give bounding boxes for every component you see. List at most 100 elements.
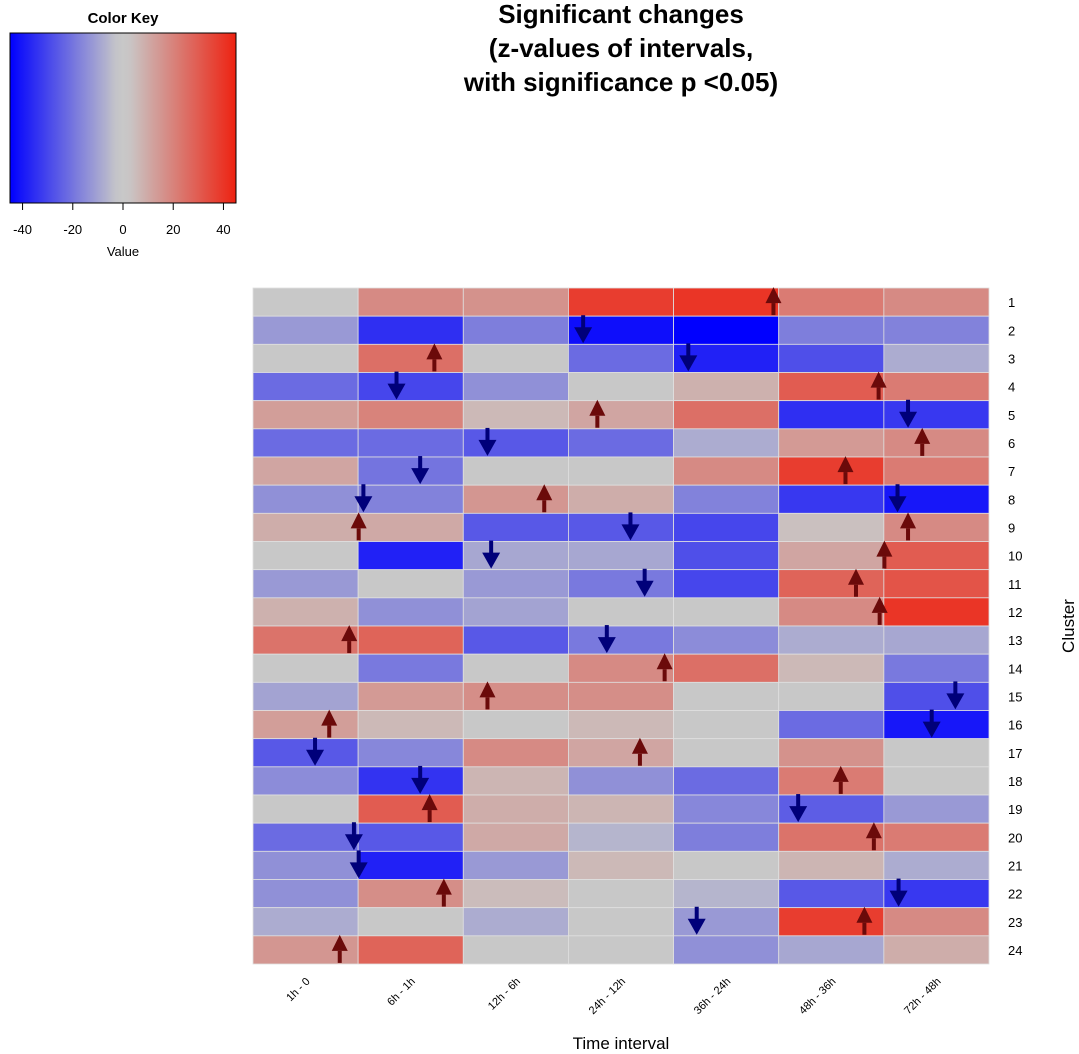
up-arrow-marker — [865, 822, 882, 851]
heatmap-cell — [673, 935, 780, 965]
heatmap-cell — [462, 597, 569, 627]
heatmap-cell — [252, 822, 359, 852]
up-arrow-marker — [832, 765, 849, 794]
heatmap-cell — [357, 400, 464, 430]
heatmap-cell — [252, 710, 359, 740]
heatmap-cell — [357, 850, 464, 880]
heatmap-cell — [357, 907, 464, 937]
heatmap-cell — [778, 484, 885, 514]
heatmap-cell — [883, 907, 990, 937]
heatmap-cell — [357, 794, 464, 824]
heatmap-cell — [673, 569, 780, 599]
heatmap-cell — [357, 484, 464, 514]
heatmap-cell — [357, 766, 464, 796]
color-key-gradient — [9, 32, 237, 204]
column-label: 24h - 12h — [587, 976, 628, 1017]
column-label: 12h - 6h — [486, 976, 523, 1013]
heatmap-cell — [357, 569, 464, 599]
heatmap-cell — [883, 456, 990, 486]
row-label: 1 — [1008, 295, 1015, 310]
heatmap-cell — [568, 372, 674, 402]
heatmap-cell — [252, 569, 359, 599]
heatmap-cell — [462, 935, 569, 965]
heatmap-cell — [673, 541, 780, 571]
down-arrow-marker — [349, 850, 368, 879]
heatmap-cell — [883, 372, 990, 402]
row-label: 22 — [1008, 887, 1022, 902]
down-arrow-marker — [679, 343, 698, 372]
up-arrow-marker — [765, 287, 782, 316]
heatmap-cells — [252, 287, 990, 965]
heatmap-cell — [883, 738, 990, 768]
heatmap-cell — [568, 541, 674, 571]
heatmap-cell — [883, 625, 990, 655]
heatmap-cell — [252, 400, 359, 430]
heatmap-cell — [673, 850, 780, 880]
down-arrow-marker — [574, 315, 593, 344]
heatmap-cell — [252, 512, 359, 542]
heatmap-cell — [357, 653, 464, 683]
column-labels: 1h - 0 6h - 1h 12h - 6h 24h - 12h 36h - 24h 4… — [284, 976, 943, 1017]
heatmap-cell — [252, 315, 359, 345]
column-label: 48h - 36h — [797, 976, 838, 1017]
up-arrow-marker — [341, 625, 358, 654]
heatmap-cell — [252, 766, 359, 796]
heatmap-cell — [778, 681, 885, 711]
heatmap-cell — [883, 287, 990, 317]
heatmap-cell — [673, 822, 780, 852]
down-arrow-marker — [306, 737, 325, 766]
down-arrow-marker — [635, 568, 654, 597]
up-arrow-marker — [847, 568, 864, 597]
heatmap-cell — [778, 738, 885, 768]
up-arrow-marker — [435, 878, 452, 907]
heatmap-cell — [252, 541, 359, 571]
heatmap-cell — [673, 597, 780, 627]
heatmap-cell — [883, 541, 990, 571]
color-key-axis: -40 -20 0 20 40 — [13, 202, 231, 237]
up-arrow-marker — [914, 427, 931, 456]
heatmap-cell — [357, 372, 464, 402]
up-arrow-marker — [876, 540, 893, 569]
heatmap-cell — [568, 400, 674, 430]
heatmap-cell — [778, 428, 885, 458]
heatmap-cell — [673, 681, 780, 711]
row-label: 14 — [1008, 661, 1022, 676]
heatmap-cell — [357, 541, 464, 571]
up-arrow-marker — [421, 794, 438, 823]
heatmap-cell — [883, 935, 990, 965]
column-label: 1h - 0 — [284, 976, 312, 1004]
up-arrow-marker — [321, 709, 338, 738]
title-line-2: (z-values of intervals, — [489, 33, 753, 63]
color-key-tick-label: 0 — [119, 222, 126, 237]
heatmap-cell — [883, 315, 990, 345]
down-arrow-marker — [889, 878, 908, 907]
heatmap-cell — [462, 879, 569, 909]
heatmap-cell — [462, 850, 569, 880]
heatmap-cell — [883, 822, 990, 852]
down-arrow-marker — [899, 399, 918, 428]
heatmap-cell — [357, 512, 464, 542]
row-label: 21 — [1008, 858, 1022, 873]
down-arrow-marker — [621, 512, 640, 541]
heatmap-cell — [462, 681, 569, 711]
heatmap-cell — [778, 850, 885, 880]
heatmap-cell — [357, 456, 464, 486]
heatmap-cell — [568, 597, 674, 627]
down-arrow-marker — [482, 540, 501, 569]
heatmap-cell — [252, 343, 359, 373]
up-arrow-marker — [900, 512, 917, 541]
heatmap-cell — [673, 794, 780, 824]
heatmap-cell — [462, 710, 569, 740]
heatmap-cell — [778, 822, 885, 852]
heatmap-cell — [462, 541, 569, 571]
heatmap-cell — [883, 400, 990, 430]
heatmap-cell — [462, 484, 569, 514]
heatmap-cell — [357, 625, 464, 655]
row-label: 6 — [1008, 436, 1015, 451]
heatmap-cell — [462, 400, 569, 430]
heatmap-cell — [883, 343, 990, 373]
color-key-value-label: Value — [107, 244, 139, 259]
up-arrow-marker — [656, 653, 673, 682]
